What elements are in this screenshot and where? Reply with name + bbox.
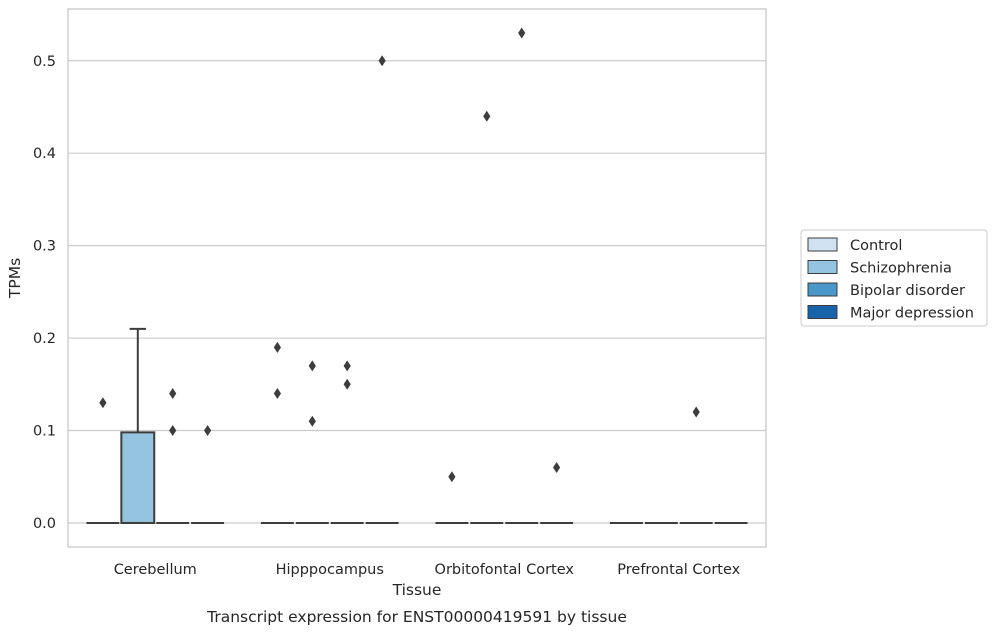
box-body xyxy=(120,431,156,524)
y-tick-label: 0.1 xyxy=(33,424,56,440)
outlier-point xyxy=(518,27,526,39)
y-tick-label: 0.3 xyxy=(33,239,56,255)
outlier-point xyxy=(169,388,177,400)
x-tick-label: Prefrontal Cortex xyxy=(617,562,740,578)
outlier-point xyxy=(378,55,386,67)
outlier-point xyxy=(273,388,281,400)
legend: Control Schizophrenia Bipolar disorder Majo… xyxy=(800,229,988,327)
y-tick-label: 0.5 xyxy=(33,54,56,70)
y-axis-label: TPMs xyxy=(6,258,24,299)
plot-frame xyxy=(67,8,767,548)
outlier-point xyxy=(343,360,351,372)
legend-label: Bipolar disorder xyxy=(850,283,965,299)
legend-swatch xyxy=(807,282,838,297)
outlier-point xyxy=(273,341,281,353)
outlier-point xyxy=(308,415,316,427)
y-tick-label: 0.2 xyxy=(33,331,56,347)
y-tick-label: 0.0 xyxy=(33,516,56,532)
outlier-point xyxy=(343,378,351,390)
legend-swatch xyxy=(807,260,838,274)
grid-lines xyxy=(68,60,766,524)
x-axis-ticks: Cerebellum Hipppocampus Orbitofontal Corte… xyxy=(114,562,741,578)
x-tick-label: Orbitofontal Cortex xyxy=(435,562,575,578)
outlier-point xyxy=(553,462,561,474)
box-schizophrenia xyxy=(120,327,156,524)
legend-label: Schizophrenia xyxy=(850,261,952,277)
x-tick-label: Cerebellum xyxy=(114,562,197,578)
outlier-point xyxy=(99,397,107,409)
legend-frame xyxy=(800,229,988,327)
outlier-point xyxy=(448,471,456,483)
outlier-point xyxy=(692,406,700,418)
box-series xyxy=(86,327,748,524)
outlier-points xyxy=(99,27,700,483)
legend-label: Control xyxy=(850,238,902,254)
outlier-point xyxy=(169,425,177,437)
outlier-point xyxy=(308,360,316,372)
outlier-point xyxy=(483,110,491,122)
x-axis-label: Tissue xyxy=(392,581,442,599)
legend-swatch xyxy=(807,305,838,319)
y-tick-label: 0.4 xyxy=(33,146,56,162)
chart-caption: Transcript expression for ENST0000041959… xyxy=(206,608,627,626)
legend-items: Control Schizophrenia Bipolar disorder Majo… xyxy=(807,237,974,322)
legend-label: Major depression xyxy=(850,306,974,322)
y-axis-ticks: 0.0 0.1 0.2 0.3 0.4 0.5 xyxy=(33,54,56,532)
x-tick-label: Hipppocampus xyxy=(276,562,384,578)
legend-swatch xyxy=(807,237,838,252)
outlier-point xyxy=(204,425,212,437)
